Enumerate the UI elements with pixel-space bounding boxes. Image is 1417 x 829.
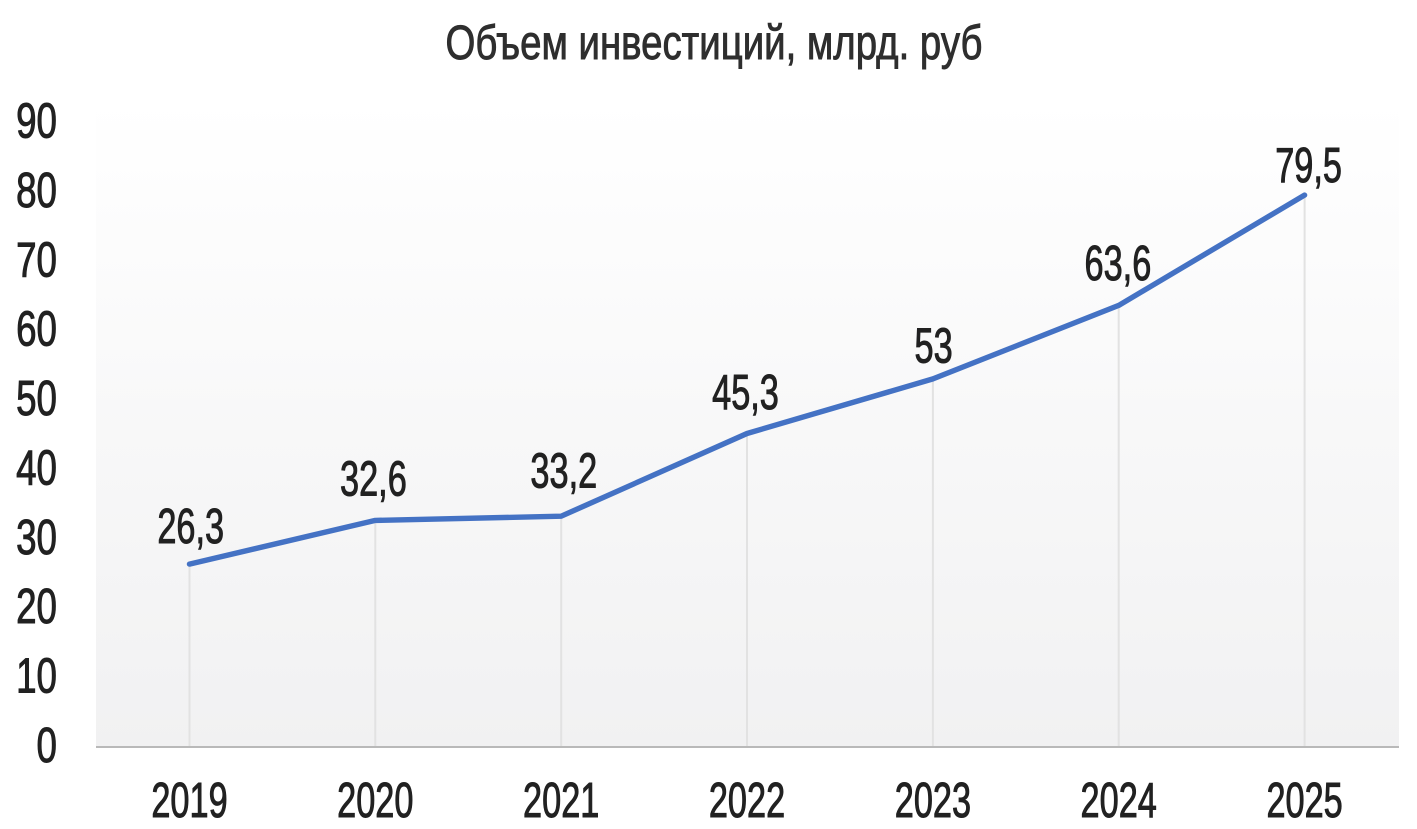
svg-text:20: 20 [16, 580, 57, 634]
svg-text:2022: 2022 [709, 773, 785, 827]
svg-text:53: 53 [915, 318, 953, 372]
svg-text:30: 30 [16, 511, 57, 565]
svg-text:40: 40 [16, 442, 57, 496]
svg-text:26,3: 26,3 [157, 499, 224, 553]
svg-text:2020: 2020 [337, 773, 413, 827]
svg-text:63,6: 63,6 [1085, 236, 1152, 290]
svg-text:70: 70 [16, 233, 57, 287]
svg-text:32,6: 32,6 [340, 452, 407, 506]
svg-text:2024: 2024 [1081, 773, 1157, 827]
svg-text:Объем инвестиций, млрд. руб: Объем инвестиций, млрд. руб [446, 17, 983, 70]
svg-text:80: 80 [16, 164, 57, 218]
svg-text:33,2: 33,2 [530, 443, 597, 497]
svg-text:90: 90 [16, 95, 57, 149]
svg-text:60: 60 [16, 303, 57, 357]
svg-text:50: 50 [16, 372, 57, 426]
svg-text:79,5: 79,5 [1275, 138, 1342, 192]
svg-text:0: 0 [37, 719, 57, 773]
svg-text:10: 10 [16, 650, 57, 704]
svg-text:2019: 2019 [151, 773, 227, 827]
svg-text:2021: 2021 [523, 773, 599, 827]
svg-text:45,3: 45,3 [712, 365, 779, 419]
svg-text:2025: 2025 [1266, 773, 1342, 827]
svg-text:2023: 2023 [895, 773, 971, 827]
